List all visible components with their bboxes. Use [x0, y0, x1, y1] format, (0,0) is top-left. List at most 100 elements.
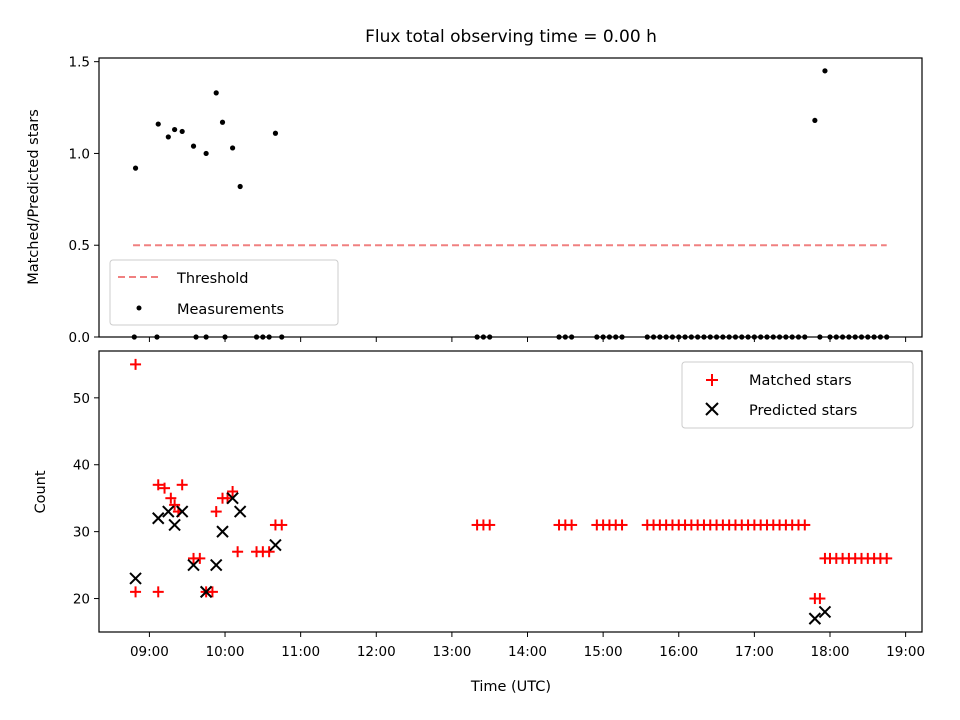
top-axes-frame [98, 57, 923, 338]
matched-star-point [176, 479, 188, 491]
measurement-point-zero [657, 334, 663, 340]
measurement-point-zero [682, 334, 688, 340]
measurement-point-zero [676, 334, 682, 340]
bottom-y-ticks: 20 30 40 50 [73, 391, 99, 608]
top-legend: Threshold Measurements [109, 259, 339, 326]
measurement-point-zero [474, 334, 480, 340]
legend-predicted-swatch [705, 402, 719, 416]
matched-star-point [152, 586, 164, 598]
measurement-point [272, 130, 279, 136]
measurement-point-zero [253, 334, 260, 340]
matched-star-point [227, 486, 239, 497]
measurement-point-zero [770, 334, 776, 340]
measurement-point-zero [154, 334, 160, 340]
matched-star-point [130, 358, 142, 370]
measurement-point-zero [776, 334, 783, 340]
measurement-point-zero [739, 334, 745, 340]
measurement-point-zero [701, 334, 707, 340]
measurement-point-zero [751, 334, 757, 340]
matched-star-point [276, 519, 288, 531]
measurement-point-zero [707, 334, 713, 340]
measurement-point-zero [795, 334, 802, 340]
measurement-point-zero [871, 334, 877, 340]
predicted-star-point [129, 572, 142, 585]
matched-star-point [165, 492, 177, 504]
bottom-x-tick-label: 10:00 [206, 644, 245, 660]
measurement-point-zero [783, 334, 789, 340]
measurement-point-zero [203, 334, 209, 340]
bottom-x-ticks: 09:00 10:00 11:00 12:00 13:00 14:00 15:00 16:00… [130, 632, 925, 660]
matched-star-point [484, 519, 496, 531]
measurement-point-zero [193, 334, 199, 340]
measurement-point-zero [839, 334, 846, 340]
measurement-point-zero [713, 334, 720, 340]
measurement-point-zero [846, 334, 852, 340]
measurement-point-zero [266, 334, 272, 340]
measurement-point-zero [764, 334, 770, 340]
predicted-star-point [210, 558, 223, 572]
top-y-tick-label: 1.0 [69, 146, 90, 162]
bottom-axes-frame [98, 350, 923, 633]
matched-star-point [159, 482, 171, 494]
bottom-y-tick-label: 50 [73, 391, 90, 407]
measurement-point-zero [865, 334, 871, 340]
measurement-point [179, 128, 185, 135]
matched-star-point [194, 552, 206, 564]
top-y-ticks: 0.0 0.5 1.0 1.5 [69, 55, 99, 346]
bottom-legend-box [681, 361, 914, 429]
bottom-y-tick-label: 40 [73, 458, 90, 474]
bottom-x-tick-label: 16:00 [659, 644, 698, 660]
matched-star-point [799, 519, 811, 531]
measurement-point-zero [833, 334, 839, 340]
measurement-point-zero [720, 334, 726, 340]
measurement-point-zero [669, 334, 676, 340]
predicted-star-point [226, 491, 239, 505]
measurement-point-zero [817, 334, 823, 340]
bottom-x-tick-label: 17:00 [735, 644, 774, 660]
measurement-point-zero [480, 334, 487, 340]
bottom-x-tick-label: 09:00 [130, 644, 169, 660]
measurement-point-zero [260, 334, 266, 340]
legend-predicted-label: Predicted stars [749, 403, 857, 419]
measurement-point-zero [619, 334, 625, 340]
matched-star-point [210, 506, 222, 518]
bottom-x-tick-label: 11:00 [281, 644, 320, 660]
matched-star-point [169, 499, 181, 511]
bottom-data-marks [129, 358, 893, 625]
measurement-point-zero [745, 334, 751, 340]
bottom-x-axis-label: Time (UTC) [470, 679, 551, 695]
bottom-x-tick-label: 19:00 [886, 644, 925, 660]
matched-star-point [263, 546, 275, 558]
measurement-point-zero [877, 334, 884, 340]
measurement-point [229, 145, 236, 151]
measurement-point-zero [600, 334, 606, 340]
bottom-panel: 20 30 40 50 09:00 10:00 11:00 12:00 13:00 14:00 1… [33, 350, 925, 695]
measurement-point [165, 134, 171, 140]
predicted-star-point [233, 505, 247, 518]
measurement-point-zero [789, 334, 795, 340]
top-legend-box [109, 259, 339, 326]
bottom-y-tick-label: 30 [73, 525, 90, 541]
top-data-marks [131, 68, 890, 340]
top-y-tick-label: 1.5 [69, 55, 90, 71]
measurement-point-zero [663, 334, 669, 340]
measurement-point-zero [569, 334, 575, 340]
top-chart-title: Flux total observing time = 0.00 h [365, 27, 657, 47]
matched-star-point [152, 479, 164, 491]
measurement-point-zero [556, 334, 562, 340]
measurement-point-zero [852, 334, 858, 340]
measurement-point-zero [827, 334, 833, 340]
top-panel: 0.0 0.5 1.0 1.5 Matched/Predicted stars Thr… [26, 55, 923, 346]
measurement-point-zero [858, 334, 865, 340]
bottom-y-axis-label: Count [33, 470, 49, 513]
matched-star-point [206, 586, 218, 598]
measurement-point [237, 183, 243, 190]
measurement-point-zero [594, 334, 600, 340]
measurement-point-zero [726, 334, 732, 340]
legend-measurements-label: Measurements [177, 302, 284, 318]
predicted-star-point [269, 538, 282, 552]
matched-star-point [130, 586, 142, 598]
bottom-x-tick-label: 13:00 [432, 644, 471, 660]
